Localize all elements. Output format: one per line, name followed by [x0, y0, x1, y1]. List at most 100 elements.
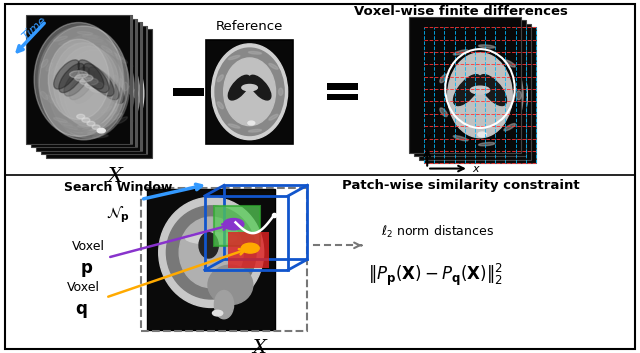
- Bar: [419, 24, 531, 160]
- Ellipse shape: [166, 206, 256, 299]
- Ellipse shape: [93, 135, 108, 138]
- Bar: [28, 18, 129, 141]
- Ellipse shape: [111, 113, 122, 120]
- Bar: [147, 189, 275, 330]
- Ellipse shape: [83, 35, 98, 38]
- Ellipse shape: [269, 64, 278, 69]
- Text: Voxel: Voxel: [72, 240, 105, 253]
- Ellipse shape: [101, 106, 112, 113]
- Circle shape: [77, 114, 85, 119]
- Ellipse shape: [118, 79, 123, 87]
- Ellipse shape: [116, 117, 127, 124]
- Ellipse shape: [93, 42, 108, 45]
- Text: Reference: Reference: [216, 20, 284, 33]
- Ellipse shape: [113, 75, 118, 84]
- Ellipse shape: [34, 23, 124, 136]
- Ellipse shape: [88, 131, 103, 134]
- Ellipse shape: [218, 102, 223, 109]
- Ellipse shape: [470, 86, 490, 94]
- Ellipse shape: [123, 82, 128, 91]
- Ellipse shape: [56, 70, 63, 78]
- Bar: [36, 22, 142, 151]
- Text: x: x: [472, 163, 479, 174]
- Ellipse shape: [41, 59, 48, 67]
- Ellipse shape: [77, 31, 93, 35]
- Ellipse shape: [70, 71, 88, 78]
- Ellipse shape: [454, 74, 481, 106]
- Bar: [44, 28, 145, 152]
- Bar: [131, 15, 133, 144]
- Ellipse shape: [249, 75, 271, 100]
- Ellipse shape: [51, 98, 58, 107]
- Ellipse shape: [59, 42, 140, 145]
- Ellipse shape: [248, 52, 262, 54]
- Ellipse shape: [69, 128, 83, 133]
- Ellipse shape: [49, 35, 129, 138]
- Text: $\mathbf{q}$: $\mathbf{q}$: [75, 302, 88, 320]
- Text: y: y: [424, 132, 431, 142]
- Bar: [206, 40, 293, 144]
- Ellipse shape: [59, 64, 84, 92]
- Circle shape: [248, 121, 255, 125]
- Bar: [147, 189, 275, 330]
- Ellipse shape: [116, 56, 127, 63]
- Ellipse shape: [212, 44, 287, 140]
- Ellipse shape: [64, 67, 90, 96]
- Ellipse shape: [69, 47, 83, 52]
- Ellipse shape: [80, 78, 98, 85]
- Ellipse shape: [64, 43, 77, 48]
- Ellipse shape: [214, 291, 234, 319]
- Bar: [424, 28, 536, 163]
- Ellipse shape: [78, 60, 104, 89]
- Ellipse shape: [61, 73, 68, 82]
- Bar: [141, 22, 143, 151]
- Text: $\mathcal{N}_\mathbf{p}$: $\mathcal{N}_\mathbf{p}$: [106, 205, 131, 225]
- Ellipse shape: [122, 60, 132, 67]
- Text: $\ell_2$ norm distances: $\ell_2$ norm distances: [381, 224, 494, 240]
- Ellipse shape: [77, 124, 93, 127]
- Ellipse shape: [64, 125, 77, 130]
- Text: X: X: [108, 167, 123, 186]
- Ellipse shape: [504, 60, 515, 67]
- Ellipse shape: [61, 106, 68, 114]
- Ellipse shape: [38, 28, 119, 131]
- Ellipse shape: [437, 41, 523, 150]
- Bar: [141, 188, 307, 331]
- Circle shape: [97, 128, 106, 133]
- Ellipse shape: [479, 143, 495, 146]
- Ellipse shape: [49, 33, 139, 147]
- Bar: [46, 29, 152, 158]
- Ellipse shape: [85, 81, 103, 89]
- Ellipse shape: [186, 233, 237, 244]
- Ellipse shape: [440, 108, 447, 116]
- Ellipse shape: [83, 64, 109, 92]
- Bar: [41, 25, 147, 155]
- Ellipse shape: [59, 121, 72, 126]
- Circle shape: [92, 125, 100, 129]
- Circle shape: [478, 132, 486, 137]
- Ellipse shape: [106, 49, 117, 56]
- Ellipse shape: [58, 46, 120, 127]
- Text: Voxel: Voxel: [67, 281, 100, 294]
- Ellipse shape: [98, 46, 113, 49]
- Ellipse shape: [159, 197, 264, 307]
- Bar: [146, 25, 148, 155]
- Bar: [327, 83, 358, 90]
- Bar: [31, 18, 137, 148]
- Ellipse shape: [83, 128, 98, 131]
- Ellipse shape: [48, 39, 109, 120]
- Bar: [136, 18, 138, 148]
- Ellipse shape: [106, 110, 117, 116]
- Ellipse shape: [208, 265, 253, 305]
- Ellipse shape: [111, 53, 122, 60]
- Ellipse shape: [88, 67, 114, 96]
- Ellipse shape: [56, 102, 63, 110]
- Circle shape: [241, 243, 259, 253]
- Ellipse shape: [74, 74, 100, 103]
- Ellipse shape: [199, 233, 218, 258]
- Ellipse shape: [53, 43, 115, 123]
- Ellipse shape: [93, 71, 119, 100]
- Circle shape: [212, 310, 223, 316]
- Ellipse shape: [41, 91, 48, 100]
- Bar: [224, 185, 307, 259]
